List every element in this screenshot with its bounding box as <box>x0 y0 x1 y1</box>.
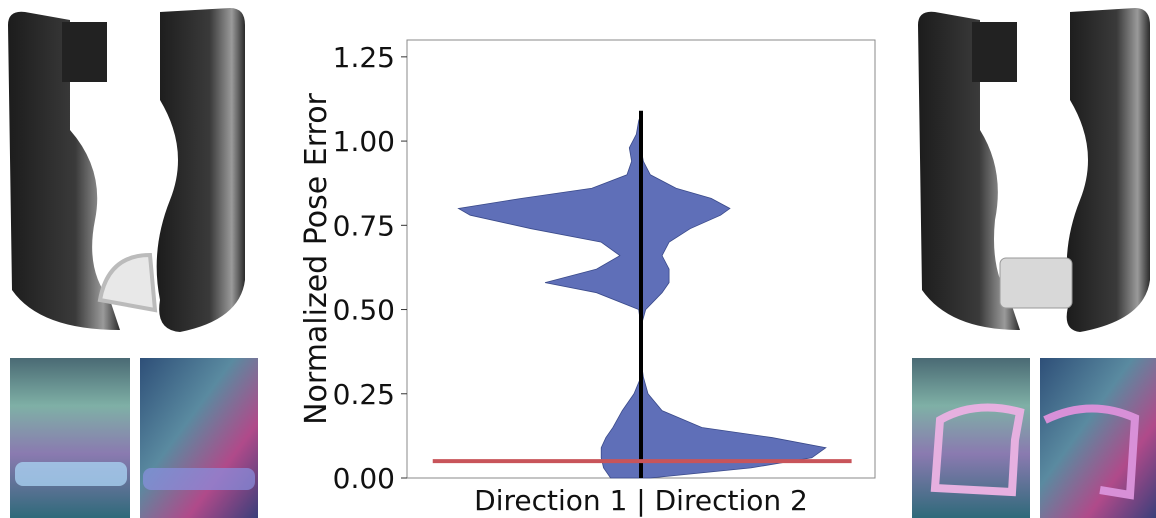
y-tick-label: 0.00 <box>333 462 395 495</box>
violin-right <box>641 114 826 478</box>
y-tick-label: 0.25 <box>333 378 395 411</box>
y-axis-label: Normalized Pose Error <box>299 92 334 424</box>
x-axis-label: Direction 1 | Direction 2 <box>474 484 808 517</box>
y-tick-label: 0.50 <box>333 294 395 327</box>
y-tick-label: 1.25 <box>333 41 395 74</box>
figure: Normalized Pose Error Direction 1 | Dire… <box>0 0 1156 518</box>
violin-left <box>458 114 641 478</box>
right-gripper <box>918 8 1150 332</box>
y-tick-label: 1.00 <box>333 125 395 158</box>
left-gripper <box>8 8 245 332</box>
y-tick-label: 0.75 <box>333 209 395 242</box>
